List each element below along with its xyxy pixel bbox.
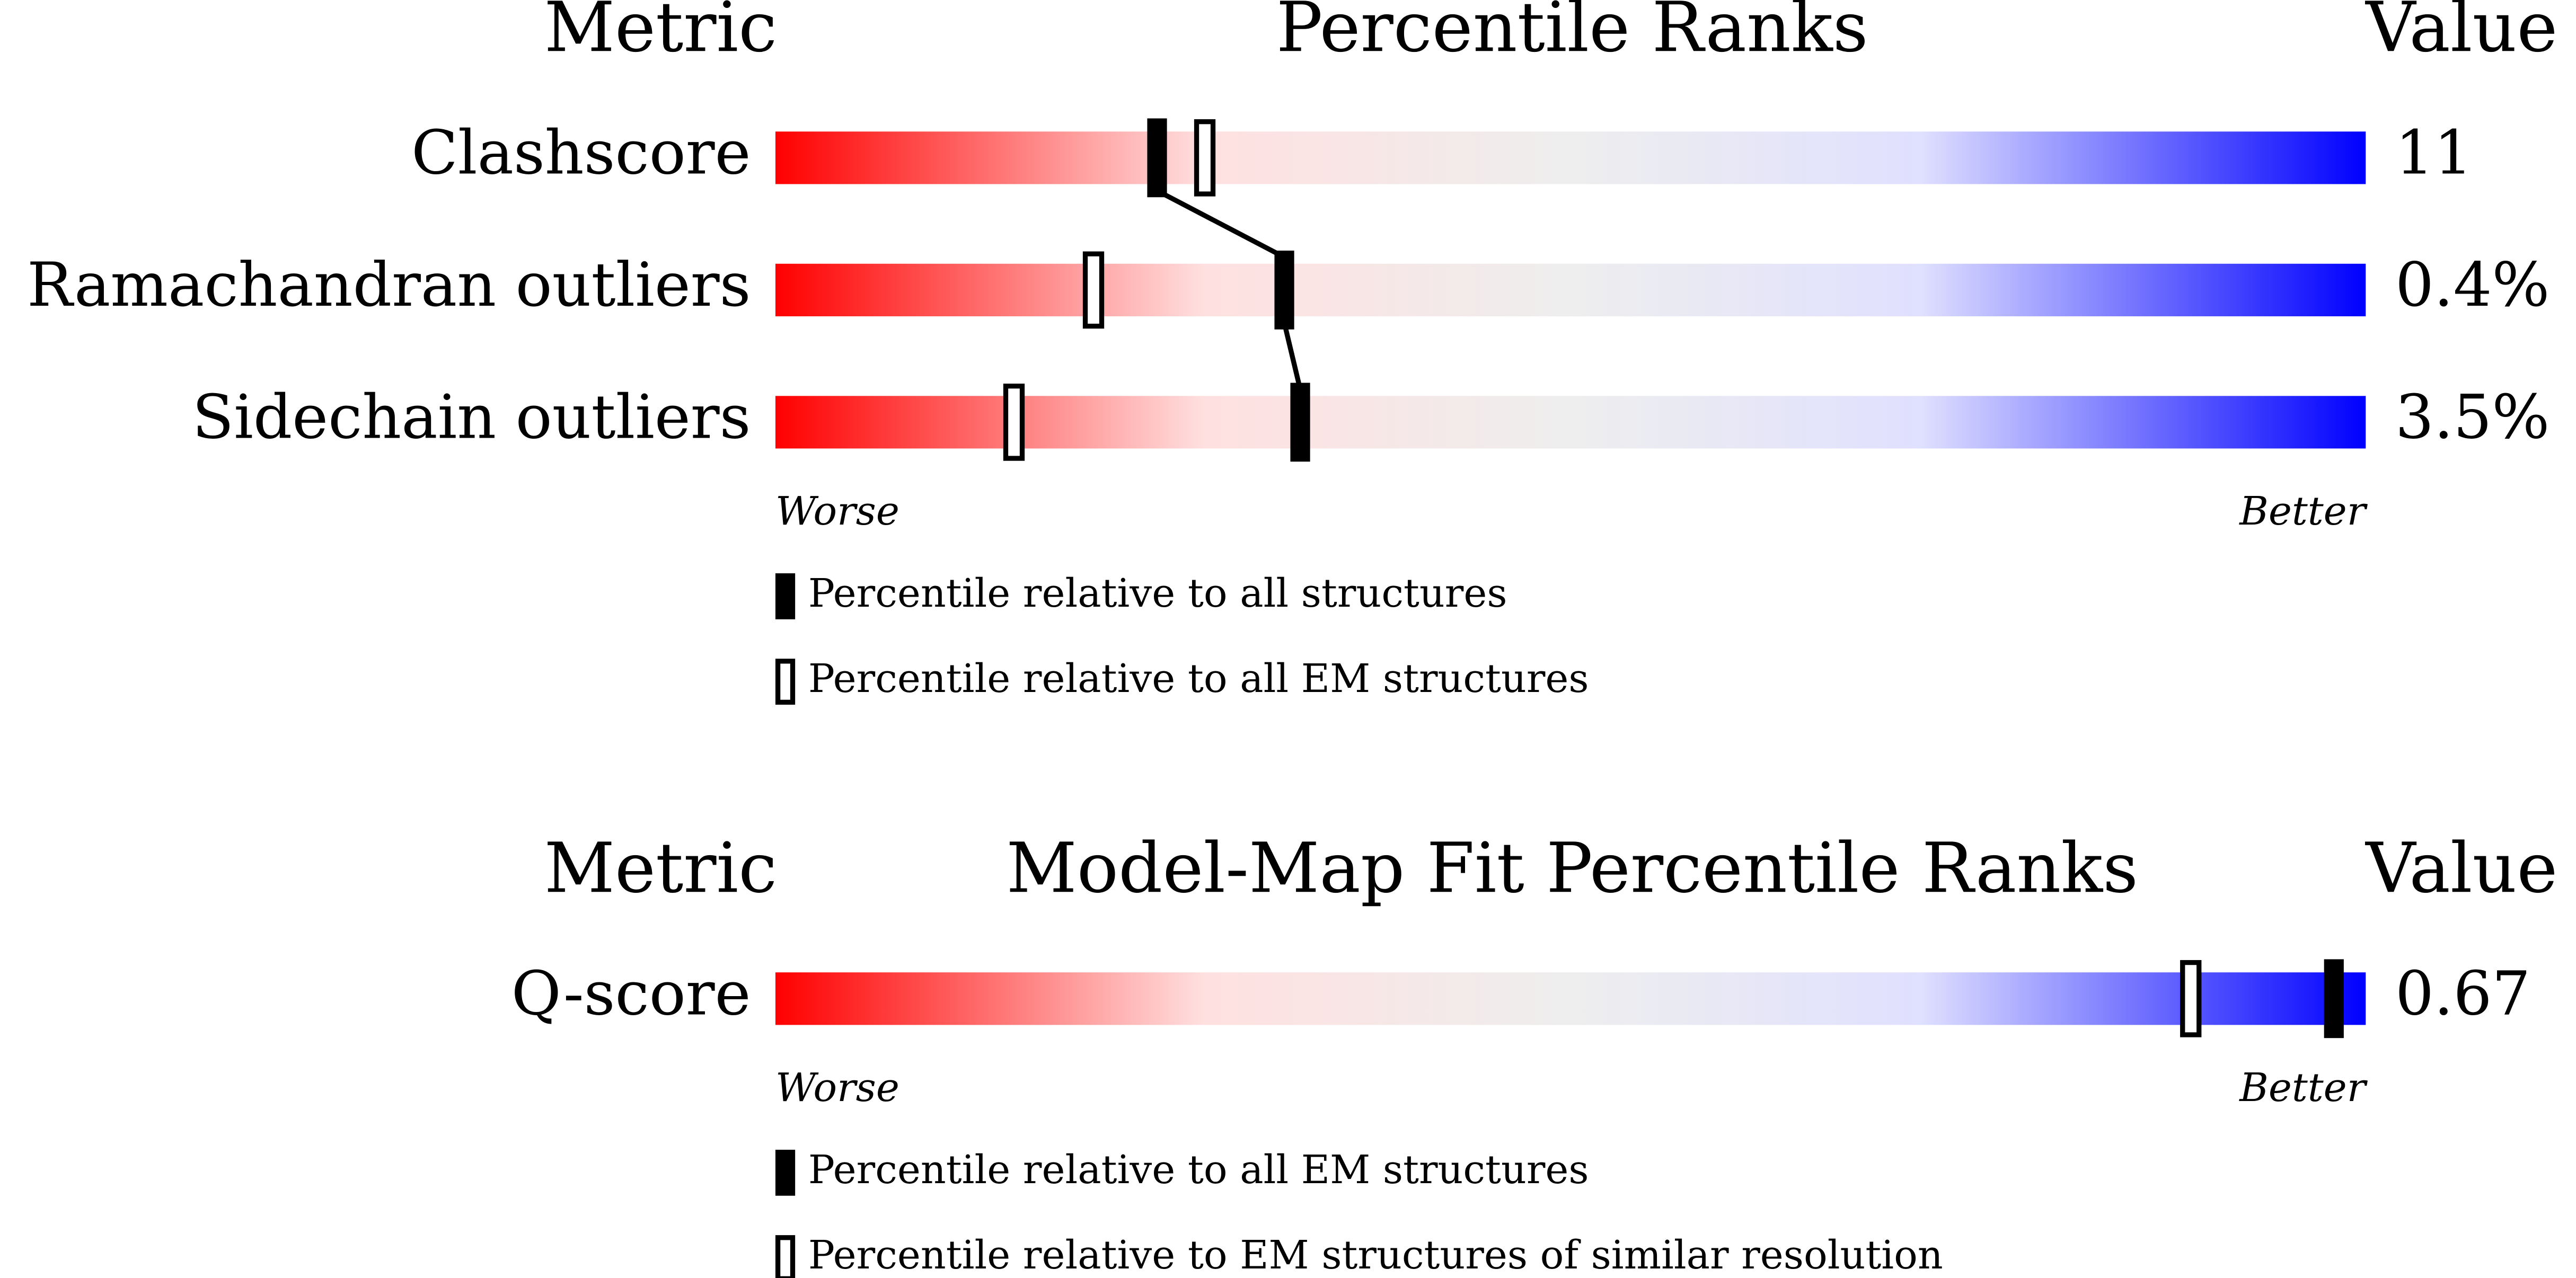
- percentile-marker: [1147, 118, 1167, 198]
- percentile-marker-open: [1003, 384, 1025, 461]
- better-label: Better: [2238, 1064, 2368, 1111]
- worse-label: Worse: [775, 488, 899, 534]
- metric-value: 3.5%: [2395, 382, 2549, 452]
- percentile-marker-open: [2180, 960, 2202, 1037]
- legend-label: Percentile relative to all EM structures: [808, 655, 1589, 702]
- legend-icon: [775, 1149, 796, 1196]
- better-label: Better: [2238, 488, 2368, 534]
- metric-label: Q-score: [511, 958, 751, 1029]
- percentile-marker: [1274, 250, 1294, 330]
- metric-label: Sidechain outliers: [192, 382, 751, 452]
- legend-label: Percentile relative to all EM structures: [808, 1147, 1589, 1193]
- percentile-marker: [1290, 383, 1310, 462]
- metric-value: 0.4%: [2395, 250, 2549, 321]
- percentile-marker-open: [1194, 119, 1216, 197]
- metric-value: 0.67: [2395, 958, 2530, 1029]
- value-header: Value: [2365, 0, 2557, 67]
- metric-header: Metric: [544, 0, 777, 67]
- legend-label: Percentile relative to all structures: [808, 570, 1507, 616]
- worse-label: Worse: [775, 1064, 899, 1111]
- value-header: Value: [2365, 828, 2557, 908]
- percentile-marker-open: [1082, 251, 1105, 329]
- connector: [1282, 322, 1303, 390]
- legend-icon-open: [775, 1235, 796, 1278]
- metric-label: Clashscore: [411, 118, 751, 188]
- legend-icon-open: [775, 659, 796, 705]
- slider-bar: [775, 396, 2366, 449]
- metric-header: Metric: [544, 828, 777, 908]
- legend-label: Percentile relative to EM structures of …: [808, 1232, 1943, 1278]
- slider-bar: [775, 131, 2366, 184]
- slider-bar: [775, 972, 2366, 1025]
- chart-title: Model-Map Fit Percentile Ranks: [1006, 828, 2138, 908]
- connector: [1155, 188, 1286, 260]
- percentile-marker: [2324, 959, 2344, 1039]
- legend-icon: [775, 573, 796, 619]
- slider-bar: [775, 263, 2366, 316]
- chart-title: Percentile Ranks: [1276, 0, 1868, 67]
- metric-value: 11: [2395, 118, 2473, 188]
- metric-label: Ramachandran outliers: [27, 250, 751, 321]
